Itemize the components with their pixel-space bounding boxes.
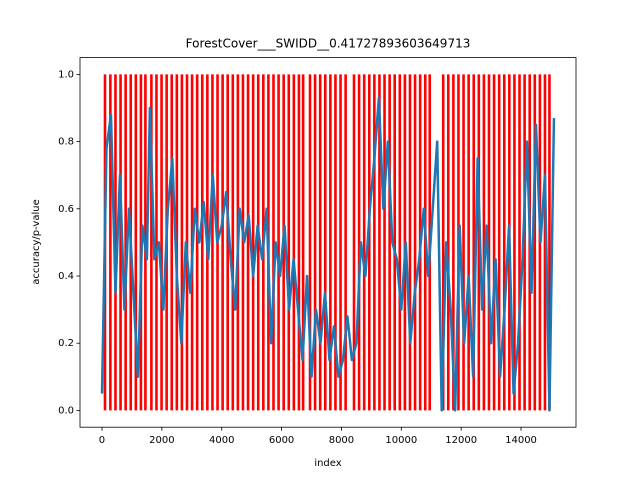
x-tick-label: 8000 (329, 435, 354, 446)
x-tick-label: 4000 (209, 435, 234, 446)
y-axis-label: accuracy/p-value (31, 199, 42, 285)
y-tick-label: 1.0 (58, 69, 74, 80)
line-series (100, 96, 556, 412)
x-axis-label: index (314, 458, 341, 469)
y-tick-label: 0.0 (58, 405, 74, 416)
y-tick-label: 0.2 (58, 338, 74, 349)
x-tick-label: 6000 (269, 435, 294, 446)
x-tick-label: 12000 (445, 435, 477, 446)
axes-frame (79, 57, 577, 428)
x-tick-label: 0 (99, 435, 105, 446)
x-tick-label: 14000 (505, 435, 537, 446)
x-tick-label: 10000 (385, 435, 417, 446)
y-tick-label: 0.8 (58, 137, 74, 148)
chart-title: ForestCover___SWIDD__0.41727893603649713 (186, 37, 471, 51)
x-tick-label: 2000 (149, 435, 174, 446)
y-tick-label: 0.4 (58, 271, 74, 282)
y-tick-label: 0.6 (58, 204, 74, 215)
plot-area (100, 74, 556, 412)
